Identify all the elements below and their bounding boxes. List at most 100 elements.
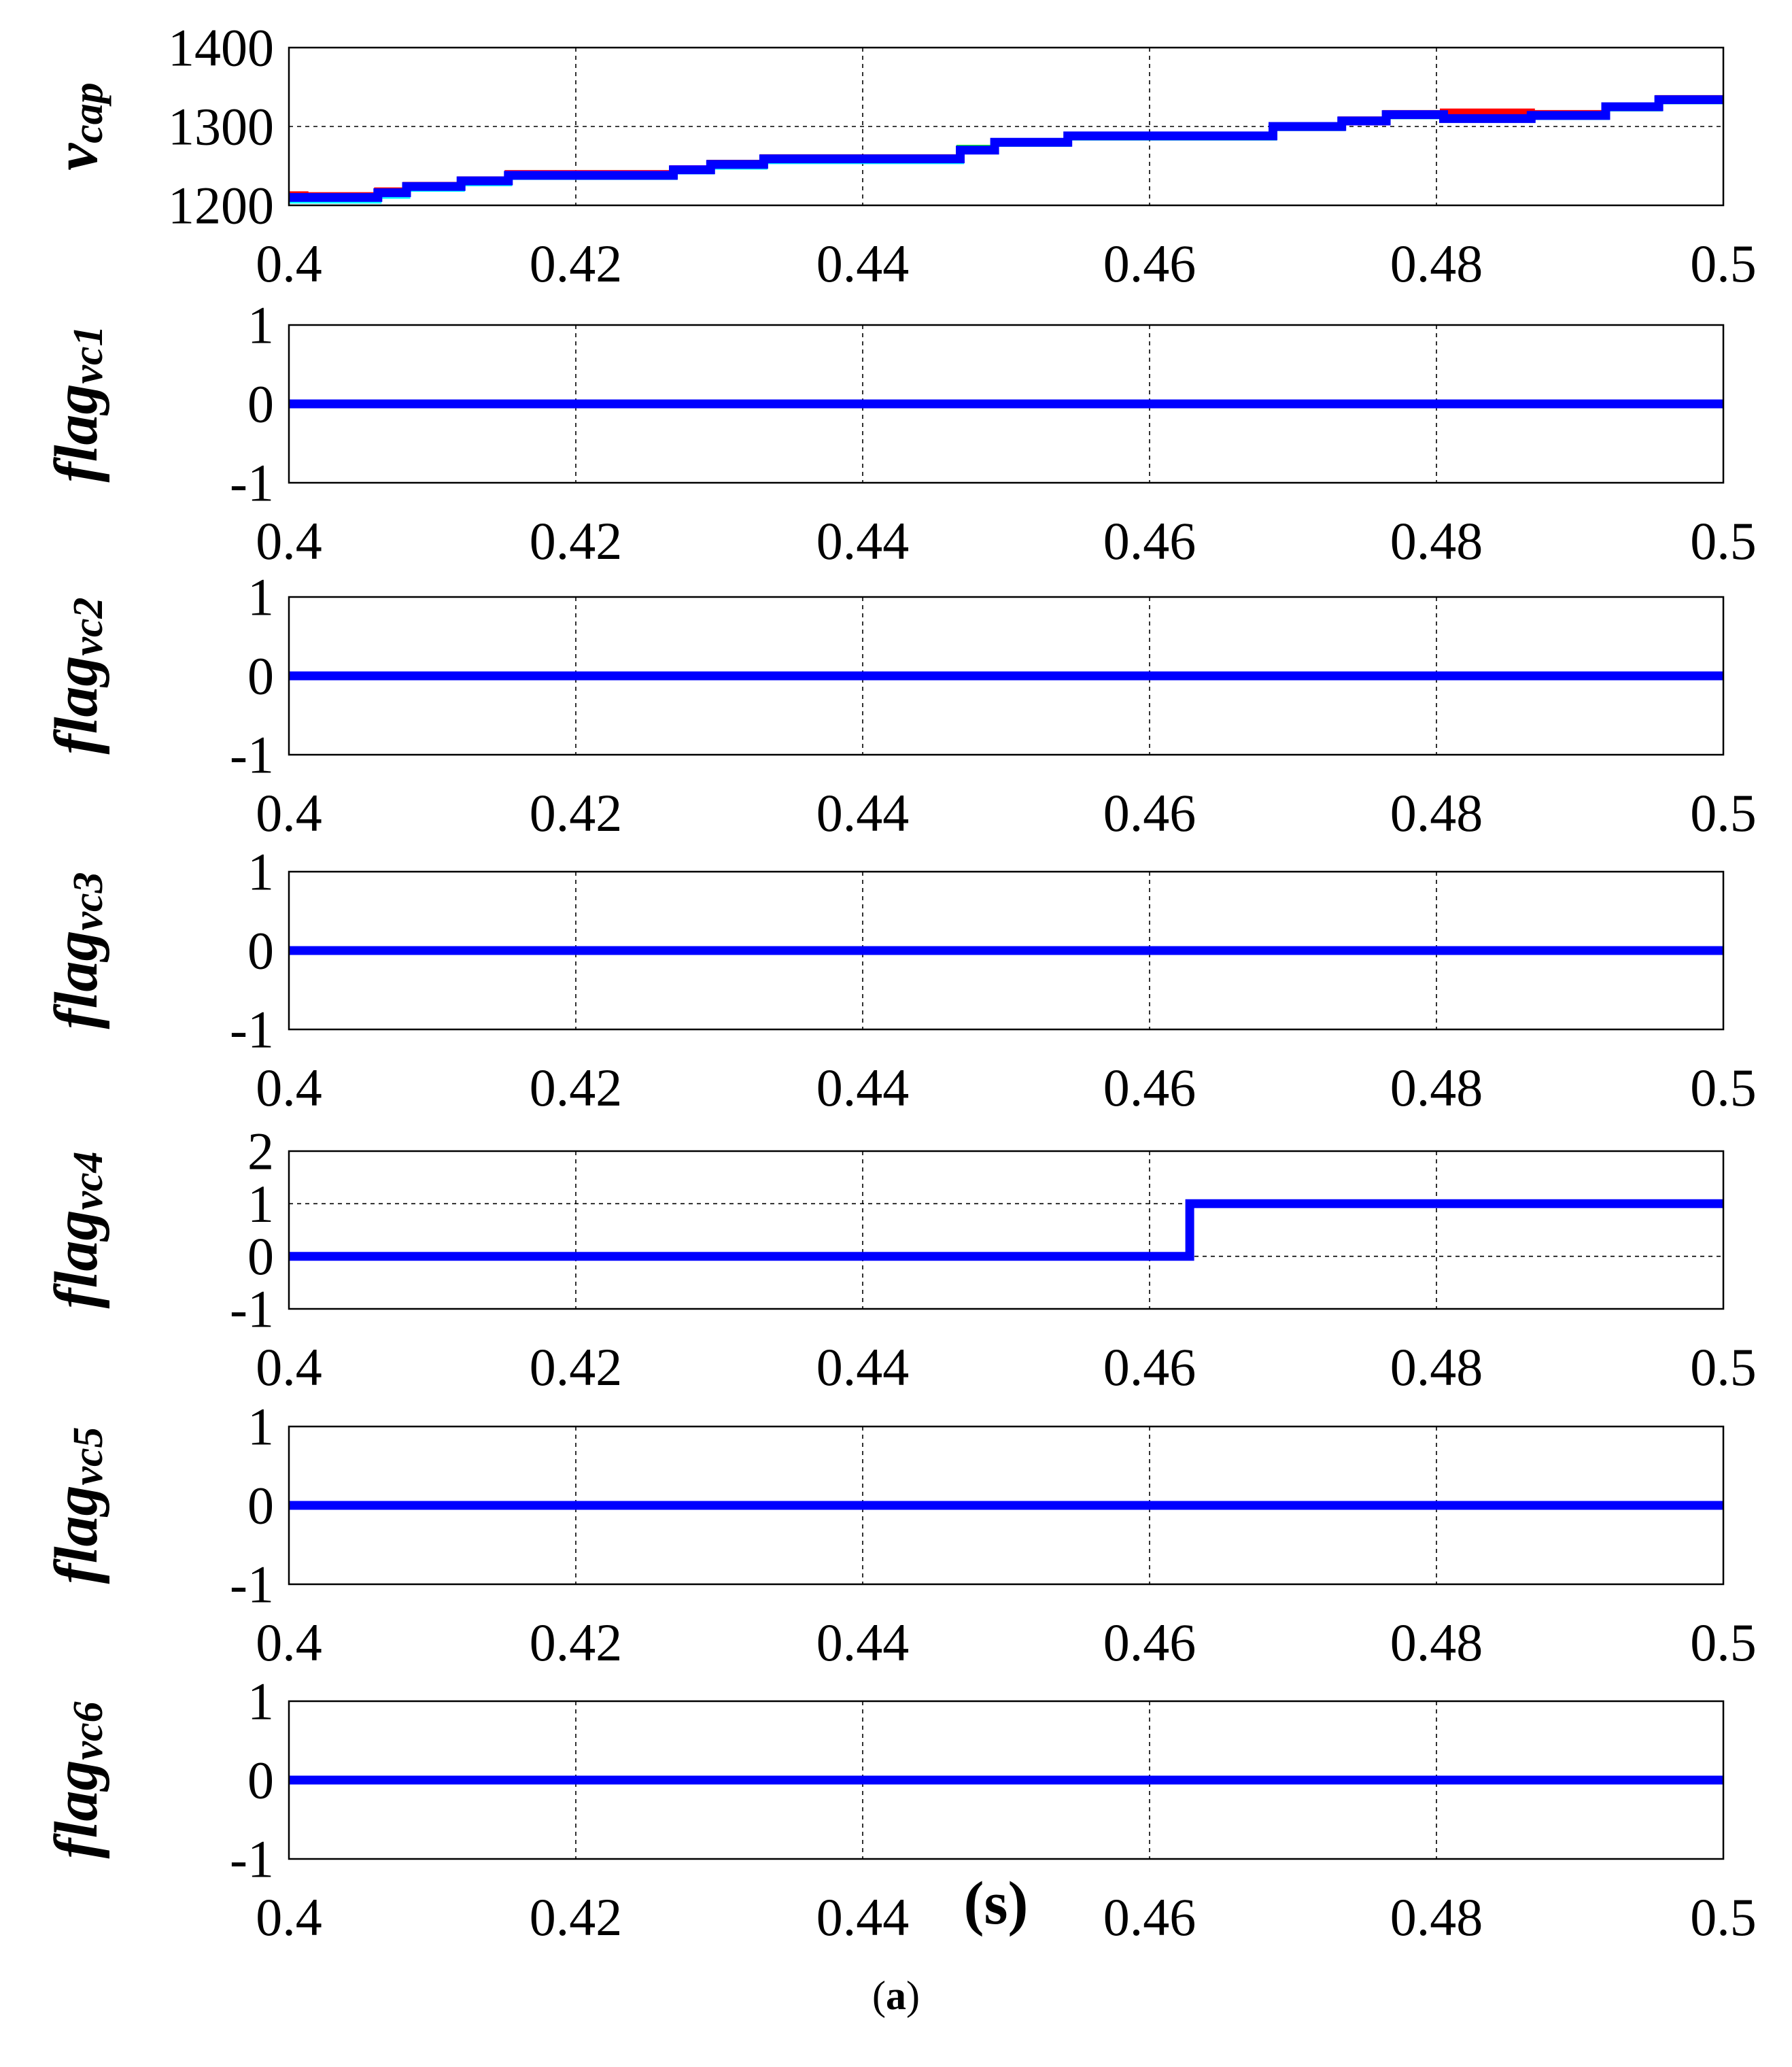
x-tick-label: 0.4 (256, 511, 322, 570)
x-tick-label: 0.44 (816, 1887, 910, 1947)
series-line-1 (289, 1199, 1723, 1261)
y-axis-label-subscript: vc2 (65, 597, 111, 655)
plot-frame (288, 870, 1725, 1031)
x-tick-label: 0.5 (1690, 234, 1757, 293)
subplot-stack: 0.4 0.42 0.44 0.46 0.48 0.5120013001400vcap0.… (43, 18, 1757, 1947)
x-tick-label: 0.4 (256, 234, 322, 293)
x-tick-label: 0.48 (1390, 1337, 1483, 1397)
x-tick-label: 0.4 (256, 1613, 322, 1672)
y-tick-label: 1 (247, 1672, 274, 1731)
x-tick-label: 0.5 (1690, 783, 1757, 842)
x-tick-label: 0.5 (1690, 1613, 1757, 1672)
x-tick-label: 0.42 (530, 1058, 623, 1117)
y-axis-label-subscript: vc5 (65, 1427, 111, 1485)
x-tick-label: 0.46 (1103, 783, 1196, 842)
x-tick-label: 0.42 (530, 1613, 623, 1672)
y-axis-label: flagvc5 (43, 1427, 112, 1584)
subplot-7: 0.4 0.42 0.44 0.46 0.48 0.5 -1 0 1 flagvc6 (s) (43, 1672, 1757, 1947)
x-tick-label: 0.42 (530, 511, 623, 570)
figure-caption: (a) (872, 1973, 920, 2018)
y-axis-label: flagvc4 (43, 1151, 112, 1308)
y-tick-label: 1 (247, 842, 274, 902)
x-tick-label: 0.4 (256, 783, 322, 842)
y-tick-label: 1200 (168, 176, 274, 235)
subplot-3: 0.4 0.42 0.44 0.46 0.48 0.5 -1 0 1 flagvc2 (43, 568, 1757, 843)
x-tick-label: 0.5 (1690, 1887, 1757, 1947)
x-tick-label: 0.44 (816, 1613, 910, 1672)
y-tick-label: 0 (247, 921, 274, 980)
y-axis-label-subscript: vc4 (65, 1151, 111, 1210)
y-axis-label: vcap (43, 82, 112, 170)
y-tick-label: 0 (247, 1751, 274, 1810)
y-tick-label: 1300 (168, 97, 274, 156)
y-axis-label-subscript: vc1 (65, 325, 111, 383)
x-tick-label: 0.42 (530, 1887, 623, 1947)
x-tick-label: 0.44 (816, 1337, 910, 1397)
x-tick-label: 0.4 (256, 1887, 322, 1947)
caption-label: a (886, 1973, 906, 2018)
x-tick-label: 0.4 (256, 1337, 322, 1397)
y-axis-label-subscript: vc6 (65, 1701, 111, 1760)
x-tick-label: 0.5 (1690, 1058, 1757, 1117)
x-tick-label: 0.44 (816, 511, 910, 570)
x-tick-label: 0.44 (816, 783, 910, 842)
x-tick-label: 0.48 (1390, 1613, 1483, 1672)
plot-frame (288, 46, 1725, 207)
y-tick-label: 1 (247, 1397, 274, 1456)
x-tick-label: 0.48 (1390, 511, 1483, 570)
y-axis-label-main: flag (43, 931, 110, 1029)
x-tick-label: 0.5 (1690, 1337, 1757, 1397)
subplot-6: 0.4 0.42 0.44 0.46 0.48 0.5 -1 0 1 flagvc5 (43, 1397, 1757, 1673)
y-tick-label: -1 (230, 1830, 274, 1889)
y-axis-label: flagvc3 (43, 872, 112, 1029)
plot-frame (288, 596, 1725, 756)
y-axis-label-main: flag (43, 384, 110, 483)
y-axis-label-main: flag (43, 656, 110, 755)
y-axis-label-subscript: vc3 (65, 872, 111, 930)
subplot-4: 0.4 0.42 0.44 0.46 0.48 0.5 -1 0 1 flagvc3 (43, 842, 1757, 1118)
y-axis-label-subscript: cap (65, 82, 111, 143)
y-tick-label: 1 (247, 568, 274, 627)
caption-open-paren: ( (872, 1973, 886, 2018)
y-tick-label: -1 (230, 454, 274, 513)
x-tick-label: 0.46 (1103, 1613, 1196, 1672)
x-axis-label: (s) (964, 1870, 1029, 1937)
y-tick-label: 0 (247, 647, 274, 706)
series-line-5 (289, 95, 1723, 202)
x-tick-label: 0.46 (1103, 234, 1196, 293)
y-axis-label-main: flag (43, 1210, 110, 1309)
y-axis-label: flagvc6 (43, 1701, 112, 1858)
y-axis-label-main: flag (43, 1760, 110, 1859)
plot-frame (288, 1425, 1725, 1586)
y-axis-label-main: v (43, 143, 110, 171)
plot-frame (288, 1150, 1725, 1310)
y-tick-label: 1 (247, 1174, 274, 1233)
x-tick-label: 0.48 (1390, 234, 1483, 293)
y-tick-label: 2 (247, 1122, 274, 1181)
x-tick-label: 0.44 (816, 1058, 910, 1117)
plot-frame (288, 1700, 1725, 1860)
y-axis-label: flagvc2 (43, 597, 112, 754)
x-tick-label: 0.42 (530, 783, 623, 842)
x-tick-label: 0.46 (1103, 1887, 1196, 1947)
y-tick-label: 0 (247, 1227, 274, 1286)
x-tick-label: 0.5 (1690, 511, 1757, 570)
caption-close-paren: ) (906, 1973, 920, 2018)
subplot-1: 0.4 0.42 0.44 0.46 0.48 0.5 1200 1300 1400 vcap (43, 18, 1757, 294)
y-tick-label: 0 (247, 1476, 274, 1535)
x-tick-label: 0.42 (530, 1337, 623, 1397)
y-tick-label: -1 (230, 1280, 274, 1339)
y-tick-label: 1 (247, 296, 274, 355)
plot-frame (288, 324, 1725, 484)
y-axis-label: flagvc1 (43, 325, 112, 482)
x-tick-label: 0.42 (530, 234, 623, 293)
y-tick-label: -1 (230, 1000, 274, 1059)
x-tick-label: 0.48 (1390, 1887, 1483, 1947)
x-tick-label: 0.44 (816, 234, 910, 293)
subplot-2: 0.4 0.42 0.44 0.46 0.48 0.5 -1 0 1 flagvc1 (43, 296, 1757, 571)
y-tick-label: 0 (247, 375, 274, 434)
x-tick-label: 0.46 (1103, 1058, 1196, 1117)
x-tick-label: 0.46 (1103, 1337, 1196, 1397)
